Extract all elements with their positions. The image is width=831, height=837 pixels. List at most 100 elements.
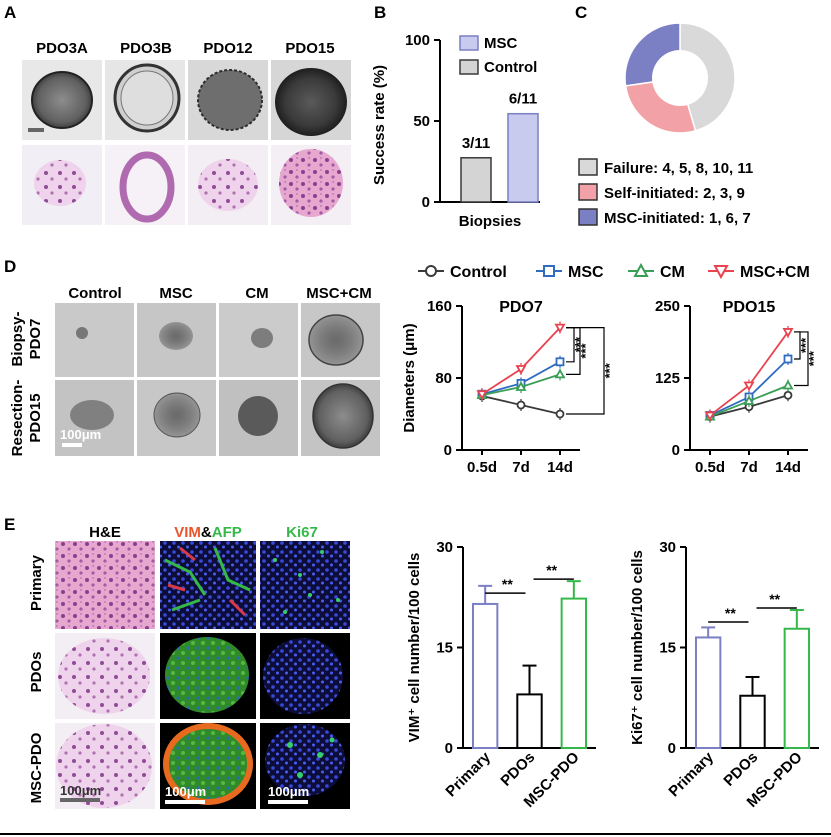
label-vim: VIM bbox=[174, 524, 201, 541]
data-point bbox=[783, 390, 793, 400]
scale-bar-label: 100μm bbox=[268, 784, 309, 799]
legend-swatch-control bbox=[459, 59, 479, 75]
organoid-shape bbox=[275, 68, 347, 136]
panel-d-col-label: MSC+CM bbox=[306, 285, 371, 302]
organoid-lumen bbox=[120, 70, 174, 126]
y-tick-label: 15 bbox=[659, 640, 676, 657]
brightfield-image bbox=[55, 303, 134, 377]
data-point bbox=[555, 409, 565, 419]
panel-d-col-label: CM bbox=[245, 285, 268, 302]
data-point bbox=[554, 323, 566, 334]
panel-letter-b: B bbox=[374, 3, 386, 22]
panel-d-legend: Control MSC CM MSC+CM bbox=[418, 262, 810, 281]
vim-signal bbox=[167, 546, 247, 617]
x-tick-label: 0.5d bbox=[695, 459, 725, 476]
scale-bar-label: 100μm bbox=[60, 427, 101, 442]
legend-label: MSC+CM bbox=[740, 264, 810, 281]
ki67-signal bbox=[287, 737, 335, 778]
legend-marker-control bbox=[425, 265, 437, 277]
data-point bbox=[782, 379, 794, 390]
scale-bar bbox=[60, 798, 100, 802]
scale-bar-label: 100μm bbox=[165, 784, 206, 799]
organoid-shape bbox=[238, 396, 278, 436]
x-axis-label: Biopsies bbox=[459, 213, 522, 230]
significance-bracket bbox=[566, 327, 605, 415]
legend-label: CM bbox=[660, 264, 685, 281]
histology-tissue bbox=[198, 159, 258, 211]
organoid-shape bbox=[159, 322, 193, 350]
chart-title: PDO7 bbox=[499, 299, 543, 316]
row-label: Primary bbox=[28, 554, 45, 611]
legend-marker-msccm bbox=[713, 265, 729, 280]
bar-primary bbox=[471, 602, 499, 750]
x-tick-label: PDOs bbox=[497, 749, 538, 790]
y-tick-label: 0 bbox=[422, 194, 430, 211]
panel-a-col-label: PDO3B bbox=[120, 40, 172, 57]
label-amp: & bbox=[201, 524, 212, 541]
significance-label: *** bbox=[578, 342, 593, 358]
histology-tissue bbox=[34, 160, 86, 206]
legend-label-control: Control bbox=[484, 59, 537, 76]
bar-primary bbox=[694, 636, 722, 750]
legend-swatch-self bbox=[578, 183, 598, 201]
panel-d-col-label: MSC bbox=[159, 285, 193, 302]
y-tick-label: 80 bbox=[435, 370, 452, 387]
data-point bbox=[515, 381, 527, 391]
significance-label: *** bbox=[806, 350, 821, 366]
y-tick-label: 0 bbox=[672, 442, 680, 459]
bar-data-label: 6/11 bbox=[509, 91, 537, 108]
donut-hole bbox=[652, 50, 708, 106]
legend-swatch-msc bbox=[459, 35, 479, 51]
legend-label: Control bbox=[450, 264, 507, 281]
ki67-signal bbox=[273, 550, 340, 614]
data-point bbox=[783, 354, 793, 364]
legend-marker-cm bbox=[633, 262, 649, 277]
legend-label-msc: MSC-initiated: 1, 6, 7 bbox=[604, 210, 751, 227]
panel-a-col-label: PDO3A bbox=[36, 40, 88, 57]
y-tick-label: 0 bbox=[668, 740, 676, 757]
bar-msc-pdo bbox=[560, 597, 588, 750]
row-label-line1: Biopsy- bbox=[9, 311, 26, 366]
panel-a-col-label: PDO15 bbox=[285, 40, 334, 57]
panel-e-col-label-he: H&E bbox=[89, 524, 121, 541]
y-tick-label: 125 bbox=[655, 370, 680, 387]
scale-bar bbox=[28, 128, 44, 132]
data-point bbox=[476, 390, 488, 401]
y-axis-label: Ki67⁺ cell number/100 cells bbox=[629, 550, 646, 745]
x-tick-label: 14d bbox=[547, 459, 573, 476]
y-tick-label: 50 bbox=[413, 113, 430, 130]
if-tissue bbox=[263, 638, 343, 714]
organoid-shape bbox=[70, 400, 114, 430]
legend-label-failure: Failure: 4, 5, 8, 10, 11 bbox=[604, 160, 753, 177]
bar-pdos bbox=[739, 694, 766, 749]
label-afp: AFP bbox=[212, 524, 242, 541]
bar-pdos bbox=[516, 693, 543, 750]
significance-label: *** bbox=[602, 362, 617, 378]
histology-tissue bbox=[119, 151, 175, 223]
significance-bracket bbox=[794, 331, 809, 387]
panel-e-col-label-vim-afp: VIM&AFP bbox=[174, 524, 242, 541]
organoid-shape bbox=[31, 71, 93, 129]
he-image bbox=[55, 541, 155, 629]
legend-label-msc: MSC bbox=[484, 35, 518, 52]
significance-label: *** bbox=[798, 337, 813, 353]
panel-letter-e: E bbox=[4, 515, 15, 534]
y-tick-label: 30 bbox=[436, 539, 453, 556]
panel-e-images: H&E VIM&AFP Ki67 Primary PDOs MSC-PDO 10… bbox=[28, 524, 350, 809]
row-label-line1: Resection- bbox=[9, 380, 26, 457]
y-tick-label: 0 bbox=[444, 442, 452, 459]
afp-signal bbox=[164, 547, 251, 612]
significance-label: ** bbox=[769, 591, 780, 607]
histology-tissue bbox=[279, 149, 343, 217]
data-point bbox=[516, 400, 526, 410]
chart-title: PDO15 bbox=[723, 299, 776, 316]
if-tissue bbox=[165, 637, 249, 713]
row-label-line2: PDO7 bbox=[27, 319, 44, 360]
x-tick-label: 7d bbox=[740, 459, 758, 476]
panel-a-col-label: PDO12 bbox=[203, 40, 252, 57]
bar-msc bbox=[507, 112, 539, 203]
x-tick-label: 0.5d bbox=[467, 459, 497, 476]
